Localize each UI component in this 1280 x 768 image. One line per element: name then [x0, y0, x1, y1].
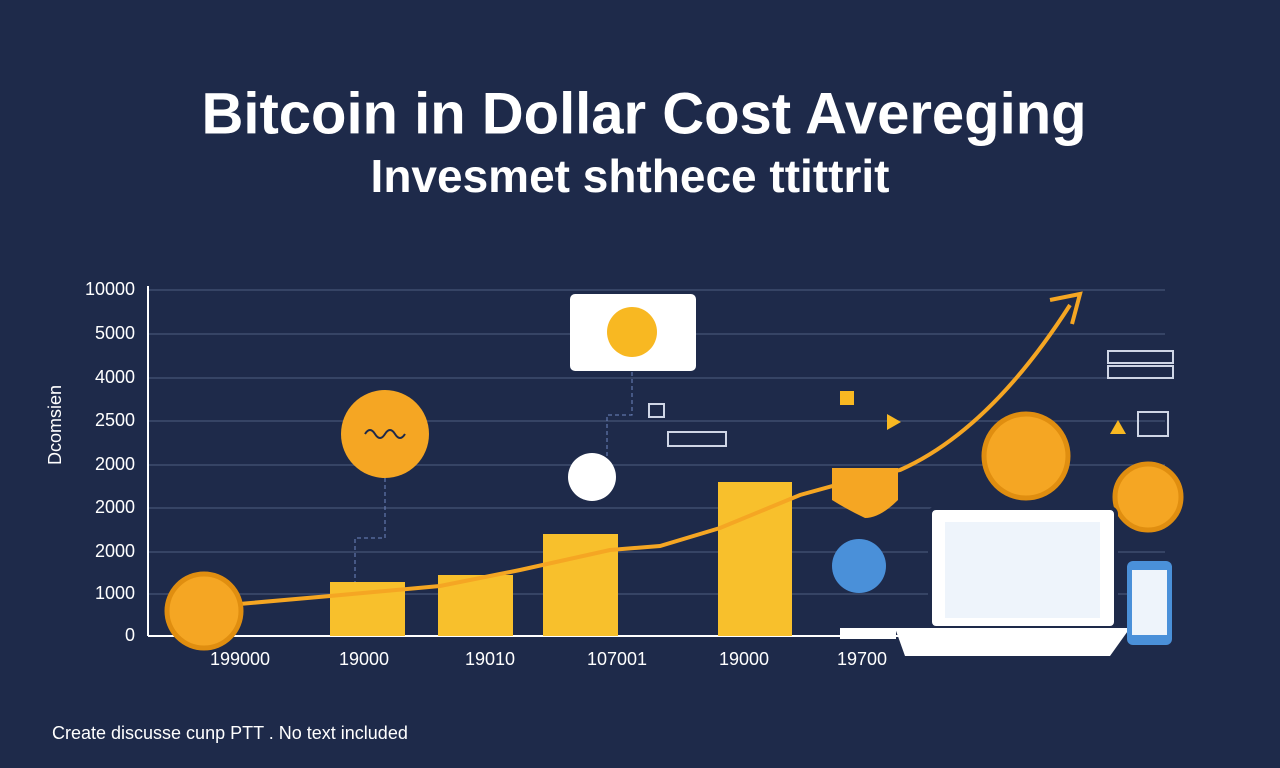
- coin: [1112, 461, 1184, 533]
- bars: [330, 482, 792, 636]
- subtitle: Invesmet shthece ttittrit: [371, 150, 890, 202]
- y-label: 4000: [95, 367, 135, 387]
- y-label: 2500: [95, 410, 135, 430]
- x-label: 199000: [210, 649, 270, 669]
- label-box: [1107, 365, 1174, 379]
- y-label: 1000: [95, 583, 135, 603]
- bar: [718, 482, 792, 636]
- y-label: 2000: [95, 541, 135, 561]
- laptop-base: [895, 628, 1130, 656]
- dollar-badge: [832, 468, 898, 518]
- laptop-display: [945, 522, 1100, 618]
- label-box: [1107, 350, 1174, 364]
- y-axis-title: Dcomsien: [45, 385, 65, 465]
- coin: [164, 571, 244, 651]
- y-label: 0: [125, 625, 135, 645]
- chat-icon: [648, 403, 665, 418]
- trend-line: [204, 303, 1072, 609]
- caption: Create discusse cunp PTT . No text inclu…: [52, 723, 408, 743]
- coin: [981, 411, 1071, 501]
- connector: [606, 372, 633, 460]
- y-label: 2000: [95, 454, 135, 474]
- bubble: [568, 453, 616, 501]
- x-label: 19700: [837, 649, 887, 669]
- x-label: 19000: [719, 649, 769, 669]
- connector: [354, 478, 386, 582]
- coin-blue: [832, 539, 886, 593]
- wave: [364, 429, 406, 439]
- square: [840, 391, 854, 405]
- phone-screen: [1132, 570, 1167, 635]
- label-box: [667, 431, 727, 447]
- y-label: 5000: [95, 323, 135, 343]
- coin: [607, 307, 657, 357]
- warning: [1110, 420, 1126, 434]
- x-label: 19010: [465, 649, 515, 669]
- title: Bitcoin in Dollar Cost Avereging: [201, 81, 1086, 146]
- y-label: 2000: [95, 497, 135, 517]
- x-label: 107001: [587, 649, 647, 669]
- y-label: 10000: [85, 279, 135, 299]
- triangle: [887, 414, 901, 430]
- base: [840, 628, 896, 639]
- x-label: 19000: [339, 649, 389, 669]
- chat-icon: [1137, 411, 1169, 437]
- trend-arrow: [1049, 291, 1083, 325]
- decorations: [164, 294, 1184, 656]
